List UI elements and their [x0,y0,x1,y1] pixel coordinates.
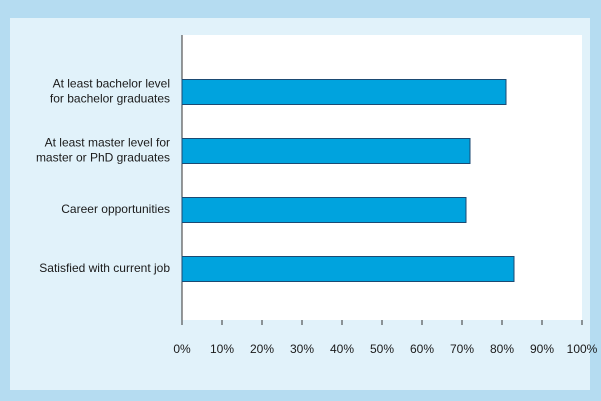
bar [181,138,471,164]
x-tick-label: 20% [250,342,274,356]
bar [181,256,515,282]
category-label: Career opportunities [61,202,170,216]
x-tick-label: 100% [567,342,598,356]
category-label: master or PhD graduates [36,151,170,165]
x-tick-label: 60% [410,342,434,356]
bar [181,79,507,105]
category-label: At least master level for [45,136,170,150]
category-label: At least bachelor level [53,77,170,91]
category-label: Satisfied with current job [39,261,170,275]
x-tick-label: 30% [290,342,314,356]
x-tick-label: 10% [210,342,234,356]
x-tick-label: 80% [490,342,514,356]
x-tick-label: 50% [370,342,394,356]
x-tick-label: 0% [173,342,191,356]
x-tick-label: 70% [450,342,474,356]
category-label: for bachelor graduates [50,92,170,106]
x-tick-label: 40% [330,342,354,356]
bar [181,197,467,223]
x-tick-label: 90% [530,342,554,356]
